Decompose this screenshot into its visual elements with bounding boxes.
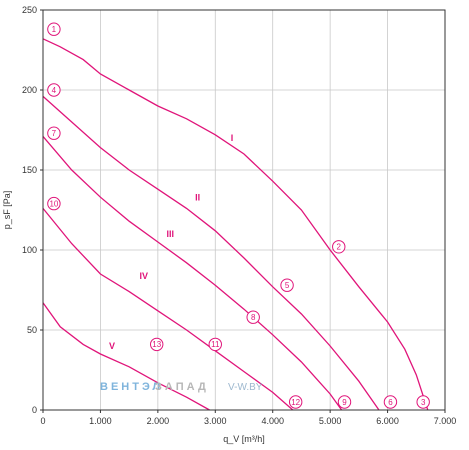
watermark-brand-1: ВЕНТЭЛ	[100, 381, 163, 393]
x-tick-label: 6.000	[376, 416, 399, 426]
marker-circle	[383, 395, 398, 409]
curve-label-v: V	[109, 341, 115, 351]
y-tick-label: 200	[22, 85, 37, 95]
y-tick-label: 100	[22, 245, 37, 255]
marker-number: 9	[342, 398, 347, 407]
marker-number: 3	[421, 398, 426, 407]
marker-circle	[337, 395, 352, 409]
y-axis-title: p_sF [Pa]	[2, 191, 12, 230]
marker-circle	[280, 278, 294, 292]
marker-circle	[416, 395, 430, 409]
circled-marker-9: 9	[337, 395, 352, 409]
x-axis-title: q_V [m³/h]	[223, 434, 265, 444]
watermark-site: V-W.BY	[228, 382, 263, 393]
circled-marker-3: 3	[416, 395, 430, 409]
x-tick-label: 3.000	[204, 416, 227, 426]
marker-circle	[246, 310, 260, 324]
curve-label-iv: IV	[139, 271, 148, 281]
curve-v	[42, 302, 210, 411]
curve-label-iii: III	[166, 229, 174, 239]
curve-iii	[42, 135, 343, 411]
y-axis-ticks: 0 50 100 150 200 250	[22, 5, 43, 415]
curve-ii	[42, 95, 380, 411]
marker-number: 2	[337, 243, 342, 252]
circled-marker-1: 1	[47, 22, 61, 36]
x-axis-ticks: 0 1.000 2.000 3.000 4.000 5.000 6.000 7.000	[40, 410, 456, 426]
marker-number: 7	[52, 129, 57, 138]
x-tick-label: 0	[40, 416, 45, 426]
x-tick-label: 5.000	[319, 416, 342, 426]
marker-circle	[47, 126, 61, 140]
curve-label-ii: II	[195, 192, 200, 202]
watermark: ВЕНТЭЛ ЗАПАД V-W.BY	[100, 381, 263, 393]
x-tick-label: 1.000	[89, 416, 112, 426]
marker-number: 1	[52, 25, 57, 34]
marker-number: 13	[152, 340, 161, 349]
grid	[43, 10, 445, 410]
circled-marker-8: 8	[246, 310, 260, 324]
marker-circle	[47, 22, 61, 36]
watermark-brand-2: ЗАПАД	[155, 381, 209, 393]
x-tick-label: 2.000	[147, 416, 170, 426]
curve-label-i: I	[231, 133, 234, 143]
x-tick-label: 4.000	[261, 416, 284, 426]
y-tick-label: 150	[22, 165, 37, 175]
circled-markers: 1 4 7 10 13 2 5 8 11 12 9 6 3	[47, 22, 430, 409]
plot-frame	[42, 9, 446, 411]
marker-number: 12	[291, 398, 300, 407]
y-tick-label: 250	[22, 5, 37, 15]
curves	[42, 38, 429, 411]
marker-number: 4	[52, 86, 57, 95]
circled-marker-7: 7	[47, 126, 61, 140]
x-tick-label: 7.000	[434, 416, 457, 426]
marker-circle	[47, 83, 61, 97]
circled-marker-13: 13	[150, 337, 164, 352]
marker-circle	[208, 337, 222, 352]
circled-marker-4: 4	[47, 83, 61, 97]
marker-circle	[332, 240, 346, 254]
marker-circle	[288, 395, 303, 409]
circled-marker-11: 11	[208, 337, 222, 352]
y-tick-label: 0	[32, 405, 37, 415]
curve-iv	[42, 207, 294, 411]
y-tick-label: 50	[27, 325, 37, 335]
marker-number: 10	[49, 199, 58, 208]
marker-circle	[150, 337, 164, 352]
curve-i	[42, 38, 429, 411]
marker-circle	[47, 196, 61, 211]
marker-number: 8	[251, 313, 256, 322]
circled-marker-12: 12	[288, 395, 303, 409]
circled-marker-5: 5	[280, 278, 294, 292]
marker-number: 6	[388, 398, 393, 407]
marker-number: 11	[211, 340, 220, 349]
circled-marker-2: 2	[332, 240, 346, 254]
marker-number: 5	[285, 281, 290, 290]
circled-marker-10: 10	[47, 196, 61, 211]
circled-marker-6: 6	[383, 395, 398, 409]
